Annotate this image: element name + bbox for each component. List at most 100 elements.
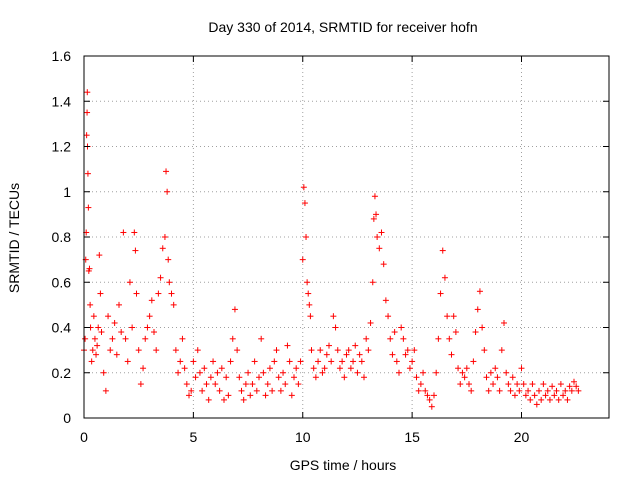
data-point bbox=[245, 369, 252, 376]
data-point bbox=[199, 387, 206, 394]
data-point bbox=[396, 369, 402, 376]
data-point bbox=[358, 358, 365, 365]
data-point bbox=[498, 347, 505, 354]
data-point bbox=[163, 168, 170, 175]
data-point bbox=[457, 381, 464, 388]
data-point bbox=[148, 297, 155, 304]
data-point bbox=[538, 396, 545, 403]
data-point bbox=[439, 247, 446, 254]
data-point bbox=[165, 256, 172, 263]
data-point bbox=[179, 335, 186, 342]
chart-title: Day 330 of 2014, SRMTID for receiver hof… bbox=[208, 19, 477, 35]
data-point bbox=[249, 381, 256, 388]
data-point bbox=[153, 347, 160, 354]
data-point bbox=[330, 313, 337, 320]
data-point bbox=[557, 381, 564, 388]
data-point bbox=[192, 374, 199, 381]
data-point bbox=[411, 347, 418, 354]
data-point bbox=[352, 342, 359, 349]
data-point bbox=[262, 392, 269, 399]
data-point bbox=[533, 401, 540, 408]
data-point bbox=[398, 324, 405, 331]
data-point bbox=[238, 387, 245, 394]
data-point bbox=[426, 396, 433, 403]
data-point bbox=[251, 358, 258, 365]
data-point bbox=[280, 369, 287, 376]
data-point bbox=[196, 369, 203, 376]
data-point bbox=[385, 313, 392, 320]
data-point bbox=[96, 252, 103, 259]
data-point bbox=[369, 279, 376, 286]
data-point bbox=[431, 392, 437, 399]
data-point bbox=[132, 247, 139, 254]
data-point bbox=[468, 387, 475, 394]
data-point bbox=[84, 109, 91, 116]
data-point bbox=[97, 290, 104, 297]
data-point bbox=[269, 387, 276, 394]
data-point bbox=[190, 358, 197, 365]
data-point bbox=[240, 396, 247, 403]
data-point bbox=[164, 188, 171, 195]
data-point bbox=[277, 387, 284, 394]
data-point bbox=[374, 234, 381, 240]
data-point bbox=[452, 329, 459, 336]
data-point bbox=[221, 396, 227, 403]
data-point bbox=[177, 358, 184, 365]
data-point bbox=[297, 358, 304, 365]
data-point bbox=[536, 387, 542, 394]
data-point bbox=[522, 392, 529, 399]
x-tick-label: 0 bbox=[80, 429, 88, 445]
data-point bbox=[86, 265, 93, 272]
y-axis-label: SRMTID / TECUs bbox=[6, 183, 22, 293]
data-point bbox=[350, 358, 357, 365]
data-point bbox=[273, 347, 280, 354]
data-point bbox=[363, 335, 370, 342]
data-point bbox=[400, 335, 407, 342]
data-points bbox=[81, 89, 582, 410]
data-point bbox=[242, 381, 249, 388]
data-point bbox=[247, 392, 254, 399]
data-point bbox=[218, 365, 225, 372]
data-point bbox=[223, 374, 230, 381]
data-point bbox=[146, 313, 153, 320]
data-point bbox=[466, 381, 472, 388]
y-tick-label: 0 bbox=[63, 410, 71, 426]
data-point bbox=[131, 229, 138, 236]
data-point bbox=[455, 365, 462, 372]
data-point bbox=[413, 374, 420, 381]
data-point bbox=[159, 245, 166, 252]
data-point bbox=[256, 374, 262, 381]
data-point bbox=[571, 378, 577, 385]
data-point bbox=[448, 351, 455, 358]
data-point bbox=[520, 381, 527, 388]
data-point bbox=[161, 234, 168, 240]
data-point bbox=[334, 347, 341, 354]
data-point bbox=[225, 392, 232, 399]
data-point bbox=[336, 365, 343, 372]
data-point bbox=[83, 132, 90, 139]
data-point bbox=[258, 335, 265, 342]
data-point bbox=[216, 387, 223, 394]
data-point bbox=[371, 193, 378, 200]
data-point bbox=[575, 387, 582, 394]
data-point bbox=[380, 261, 387, 268]
data-point bbox=[551, 392, 558, 399]
data-point bbox=[170, 301, 177, 308]
data-point bbox=[531, 392, 538, 399]
data-point bbox=[389, 351, 396, 358]
data-point bbox=[107, 347, 114, 354]
data-point bbox=[140, 365, 147, 372]
data-point bbox=[288, 392, 295, 399]
data-point bbox=[562, 387, 569, 394]
data-point bbox=[301, 200, 308, 207]
data-point bbox=[84, 89, 91, 96]
data-point bbox=[105, 313, 112, 320]
data-point bbox=[470, 358, 477, 365]
data-point bbox=[507, 387, 514, 394]
data-point bbox=[422, 387, 429, 394]
data-point bbox=[201, 365, 208, 372]
data-point bbox=[323, 351, 330, 358]
data-point bbox=[299, 256, 306, 263]
data-point bbox=[472, 329, 479, 336]
data-point bbox=[166, 279, 173, 286]
